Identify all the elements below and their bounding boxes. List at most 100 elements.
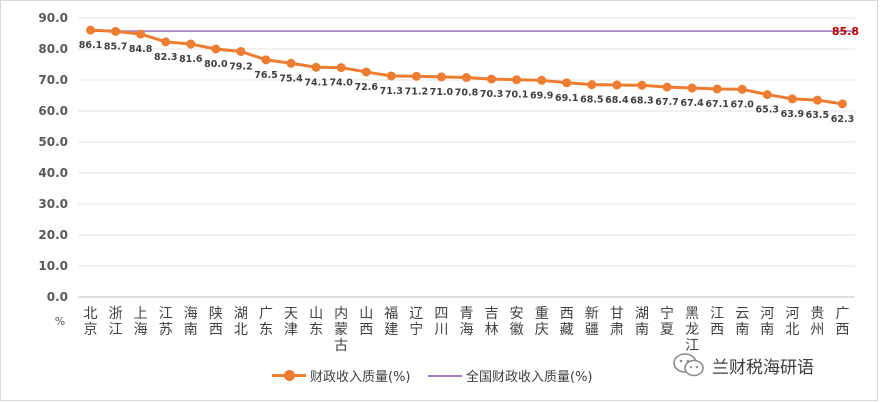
data-point: [136, 29, 146, 39]
x-tick-label: 吉: [485, 306, 499, 322]
x-tick-label: 南: [184, 322, 198, 338]
data-point: [311, 62, 321, 72]
x-tick-label: 宁: [409, 321, 423, 338]
x-tick-label: 河: [760, 306, 774, 322]
data-label: 72.6: [355, 82, 379, 93]
data-point: [637, 80, 647, 90]
x-tick-label: 新: [585, 306, 599, 322]
y-tick-label: 50.0: [38, 135, 68, 149]
data-point: [386, 71, 396, 81]
data-point: [662, 82, 672, 92]
data-label: 63.9: [781, 109, 804, 120]
x-tick-label: 北: [785, 322, 799, 338]
data-label: 65.3: [756, 105, 779, 116]
data-point: [111, 26, 121, 36]
legend-swatch-purple: [428, 374, 462, 377]
y-tick-label: 60.0: [38, 104, 68, 118]
x-tick-label: 南: [760, 322, 774, 338]
x-tick-label: 建: [384, 322, 398, 338]
x-tick-label: 广: [259, 306, 273, 322]
x-tick-label: 西: [560, 306, 574, 322]
data-label: 67.0: [730, 99, 754, 110]
x-tick-label: 西: [835, 322, 849, 338]
x-tick-label: 庆: [535, 322, 549, 338]
data-point: [186, 39, 196, 49]
data-label: 75.4: [279, 73, 303, 84]
data-label: 68.4: [605, 95, 629, 106]
x-tick-label: 东: [259, 322, 273, 338]
x-tick-label: 宁: [660, 305, 674, 322]
x-tick-label: 湖: [635, 306, 649, 322]
data-point: [411, 71, 421, 81]
x-tick-label: 京: [84, 322, 98, 338]
x-tick-label: 江: [159, 306, 173, 322]
x-tick-label: 福: [384, 306, 398, 322]
x-tick-label: 甘: [610, 306, 624, 322]
x-tick-label: 州: [810, 322, 824, 338]
x-tick-label: 疆: [585, 322, 599, 338]
data-point: [286, 58, 296, 68]
x-tick-label: 北: [234, 322, 248, 338]
y-tick-label: 20.0: [38, 228, 68, 242]
data-point: [361, 67, 371, 77]
data-label: 62.3: [831, 114, 854, 125]
y-tick-label: 90.0: [38, 11, 68, 25]
x-tick-label: 陕: [209, 306, 223, 322]
data-point: [837, 99, 847, 109]
y-unit-label: %: [55, 315, 65, 328]
x-tick-label: 蒙: [334, 322, 348, 338]
y-tick-label: 40.0: [38, 166, 68, 180]
data-point: [712, 84, 722, 94]
x-tick-label: 四: [434, 306, 448, 322]
x-tick-label: 天: [284, 306, 298, 322]
x-tick-label: 青: [460, 306, 474, 322]
x-tick-label: 古: [334, 338, 348, 354]
x-tick-label: 海: [134, 322, 148, 338]
data-point: [537, 75, 547, 85]
data-point: [236, 46, 246, 56]
data-label: 76.5: [254, 70, 277, 81]
data-label: 67.4: [680, 98, 704, 109]
x-tick-label: 湖: [234, 306, 248, 322]
x-tick-label: 辽: [409, 306, 423, 322]
x-tick-label: 江: [685, 338, 699, 354]
data-point: [737, 84, 747, 94]
x-tick-label: 夏: [660, 322, 674, 338]
x-tick-label: 龙: [685, 322, 699, 338]
x-tick-label: 林: [485, 322, 499, 338]
data-point: [261, 55, 271, 65]
y-tick-label: 80.0: [38, 42, 68, 56]
x-tick-label: 江: [109, 322, 123, 338]
x-tick-label: 上: [134, 306, 148, 322]
data-point: [487, 74, 497, 84]
legend-swatch-orange: [272, 370, 306, 381]
x-tick-label: 江: [710, 306, 724, 322]
data-point: [336, 63, 346, 73]
x-tick-label: 南: [635, 322, 649, 338]
data-label: 86.1: [79, 40, 102, 51]
x-tick-label: 苏: [159, 322, 173, 338]
data-label: 71.0: [430, 87, 454, 98]
data-label: 80.0: [204, 59, 228, 70]
y-tick-label: 0.0: [47, 290, 68, 304]
x-tick-label: 东: [309, 322, 323, 338]
data-label: 69.9: [530, 90, 553, 101]
x-tick-label: 山: [359, 306, 373, 322]
x-tick-label: 浙: [109, 306, 123, 322]
x-tick-label: 南: [735, 322, 749, 338]
data-label: 68.3: [630, 95, 653, 106]
x-tick-label: 津: [284, 322, 298, 338]
data-label: 85.7: [104, 41, 127, 52]
data-label: 84.8: [129, 44, 153, 55]
x-tick-label: 北: [84, 306, 98, 322]
x-tick-label: 海: [184, 306, 198, 322]
data-label: 67.1: [705, 99, 728, 110]
data-label: 68.5: [580, 95, 603, 106]
data-label: 79.2: [229, 61, 252, 72]
x-tick-label: 河: [785, 306, 799, 322]
x-tick-label: 黑: [685, 306, 699, 322]
data-label: 71.2: [405, 86, 428, 97]
x-tick-label: 川: [434, 322, 448, 338]
